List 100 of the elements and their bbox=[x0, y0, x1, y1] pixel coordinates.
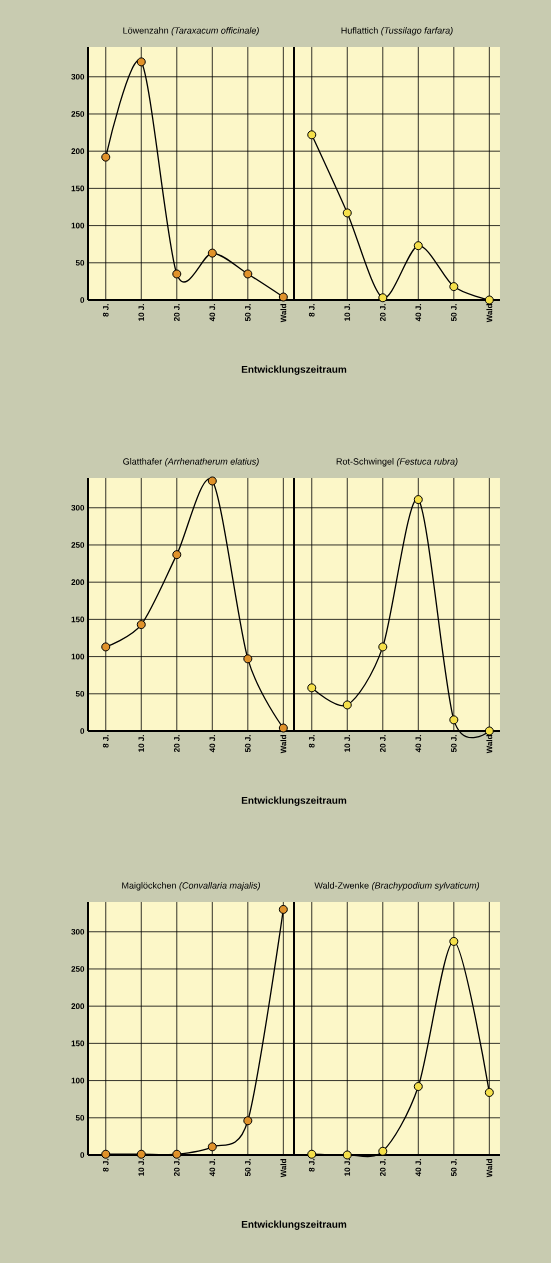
y-tick-label: 100 bbox=[71, 653, 85, 660]
chart-title: Wald-Zwenke (Brachypodium sylvaticum) bbox=[314, 882, 480, 891]
x-tick-label: 8 J. bbox=[308, 304, 315, 317]
x-tick-label: 40 J. bbox=[415, 735, 422, 753]
x-tick-label: 10 J. bbox=[138, 304, 145, 321]
x-tick-label: Wald bbox=[486, 304, 493, 323]
x-tick-label: 20 J. bbox=[379, 1159, 386, 1177]
point bbox=[484, 295, 494, 305]
x-tick-label: Wald bbox=[486, 1159, 493, 1178]
chart-title: Löwenzahn (Taraxacum officinale) bbox=[123, 27, 259, 36]
point bbox=[101, 1149, 111, 1159]
x-tick-label: 50 J. bbox=[450, 304, 457, 322]
y-tick-label: 50 bbox=[75, 1114, 85, 1121]
point bbox=[342, 1150, 352, 1160]
x-tick-label: 8 J. bbox=[102, 1159, 109, 1172]
point bbox=[413, 241, 423, 251]
point bbox=[278, 904, 288, 914]
point bbox=[378, 1146, 388, 1156]
point bbox=[413, 495, 423, 505]
y-tick-label: 200 bbox=[71, 1003, 85, 1009]
point bbox=[207, 1142, 217, 1152]
x-tick-label: 40 J. bbox=[209, 735, 216, 753]
chart-title: Rot-Schwingel (Festuca rubra) bbox=[336, 458, 458, 467]
point bbox=[101, 152, 111, 162]
x-tick-label: Wald bbox=[280, 304, 287, 323]
y-tick-label: 50 bbox=[75, 259, 85, 266]
chart-title: Huflattich (Tussilago farfara) bbox=[341, 27, 453, 36]
chart-title: Glatthafer (Arrhenatherum elatius) bbox=[123, 458, 259, 467]
point bbox=[413, 1082, 423, 1092]
x-tick-label: 10 J. bbox=[138, 1159, 145, 1176]
y-tick-label: 300 bbox=[71, 504, 85, 511]
x-tick-label: 10 J. bbox=[344, 304, 351, 321]
point bbox=[307, 130, 317, 140]
point bbox=[136, 1149, 146, 1159]
y-tick-label: 150 bbox=[71, 1040, 85, 1047]
x-tick-label: 8 J. bbox=[308, 1159, 315, 1172]
y-tick-label: 150 bbox=[71, 616, 85, 623]
x-tick-label: 20 J. bbox=[379, 735, 386, 753]
y-tick-label: 200 bbox=[71, 579, 85, 585]
y-tick-label: 0 bbox=[80, 1152, 85, 1158]
point bbox=[378, 293, 388, 303]
y-tick-label: 150 bbox=[71, 185, 85, 192]
x-tick-label: 8 J. bbox=[308, 735, 315, 748]
point bbox=[243, 1116, 253, 1126]
x-axis-title: Entwicklungszeitraum bbox=[241, 796, 347, 806]
y-tick-label: 100 bbox=[71, 1077, 85, 1084]
x-tick-label: 40 J. bbox=[415, 1159, 422, 1177]
point bbox=[342, 208, 352, 218]
x-tick-label: 10 J. bbox=[344, 735, 351, 752]
point bbox=[243, 654, 253, 664]
point bbox=[243, 269, 253, 279]
point bbox=[172, 550, 182, 560]
x-tick-label: Wald bbox=[280, 735, 287, 754]
x-tick-label: 20 J. bbox=[173, 304, 180, 322]
x-tick-label: 40 J. bbox=[209, 304, 216, 322]
point bbox=[449, 715, 459, 725]
chart-title: Maiglöckchen (Convallaria majalis) bbox=[122, 882, 260, 891]
x-axis-title: Entwicklungszeitraum bbox=[241, 1220, 347, 1230]
point bbox=[172, 269, 182, 279]
y-tick-label: 250 bbox=[71, 542, 85, 548]
point bbox=[172, 1149, 182, 1159]
point bbox=[342, 700, 352, 710]
y-tick-label: 200 bbox=[71, 148, 85, 155]
x-tick-label: 40 J. bbox=[209, 1159, 216, 1177]
x-tick-label: 20 J. bbox=[173, 1159, 180, 1177]
x-tick-label: 50 J. bbox=[244, 735, 251, 753]
point bbox=[449, 282, 459, 292]
x-tick-label: 8 J. bbox=[102, 735, 109, 748]
y-tick-label: 50 bbox=[75, 690, 85, 697]
x-tick-label: 20 J. bbox=[173, 735, 180, 753]
y-tick-label: 300 bbox=[71, 928, 85, 935]
y-tick-label: 100 bbox=[71, 222, 85, 229]
point bbox=[484, 726, 494, 736]
point bbox=[278, 723, 288, 733]
x-tick-label: 50 J. bbox=[244, 304, 251, 322]
x-tick-label: 10 J. bbox=[344, 1159, 351, 1176]
point bbox=[136, 57, 146, 67]
x-tick-label: 50 J. bbox=[450, 735, 457, 753]
y-tick-label: 0 bbox=[80, 728, 85, 734]
y-tick-label: 250 bbox=[71, 111, 85, 117]
y-tick-label: 0 bbox=[80, 297, 85, 303]
y-tick-label: 250 bbox=[71, 966, 85, 972]
x-axis-title: Entwicklungszeitraum bbox=[241, 365, 347, 375]
point bbox=[449, 936, 459, 946]
point bbox=[101, 642, 111, 652]
point bbox=[278, 292, 288, 302]
x-tick-label: Wald bbox=[486, 735, 493, 754]
x-tick-label: 20 J. bbox=[379, 304, 386, 322]
point bbox=[207, 476, 217, 486]
point bbox=[307, 1149, 317, 1159]
x-tick-label: 50 J. bbox=[450, 1159, 457, 1177]
point bbox=[207, 248, 217, 258]
x-tick-label: 50 J. bbox=[244, 1159, 251, 1177]
point bbox=[484, 1087, 494, 1097]
point bbox=[136, 620, 146, 630]
point bbox=[378, 642, 388, 652]
x-tick-label: 8 J. bbox=[102, 304, 109, 317]
y-tick-label: 300 bbox=[71, 73, 85, 80]
x-tick-label: Wald bbox=[280, 1159, 287, 1178]
x-tick-label: 40 J. bbox=[415, 304, 422, 322]
